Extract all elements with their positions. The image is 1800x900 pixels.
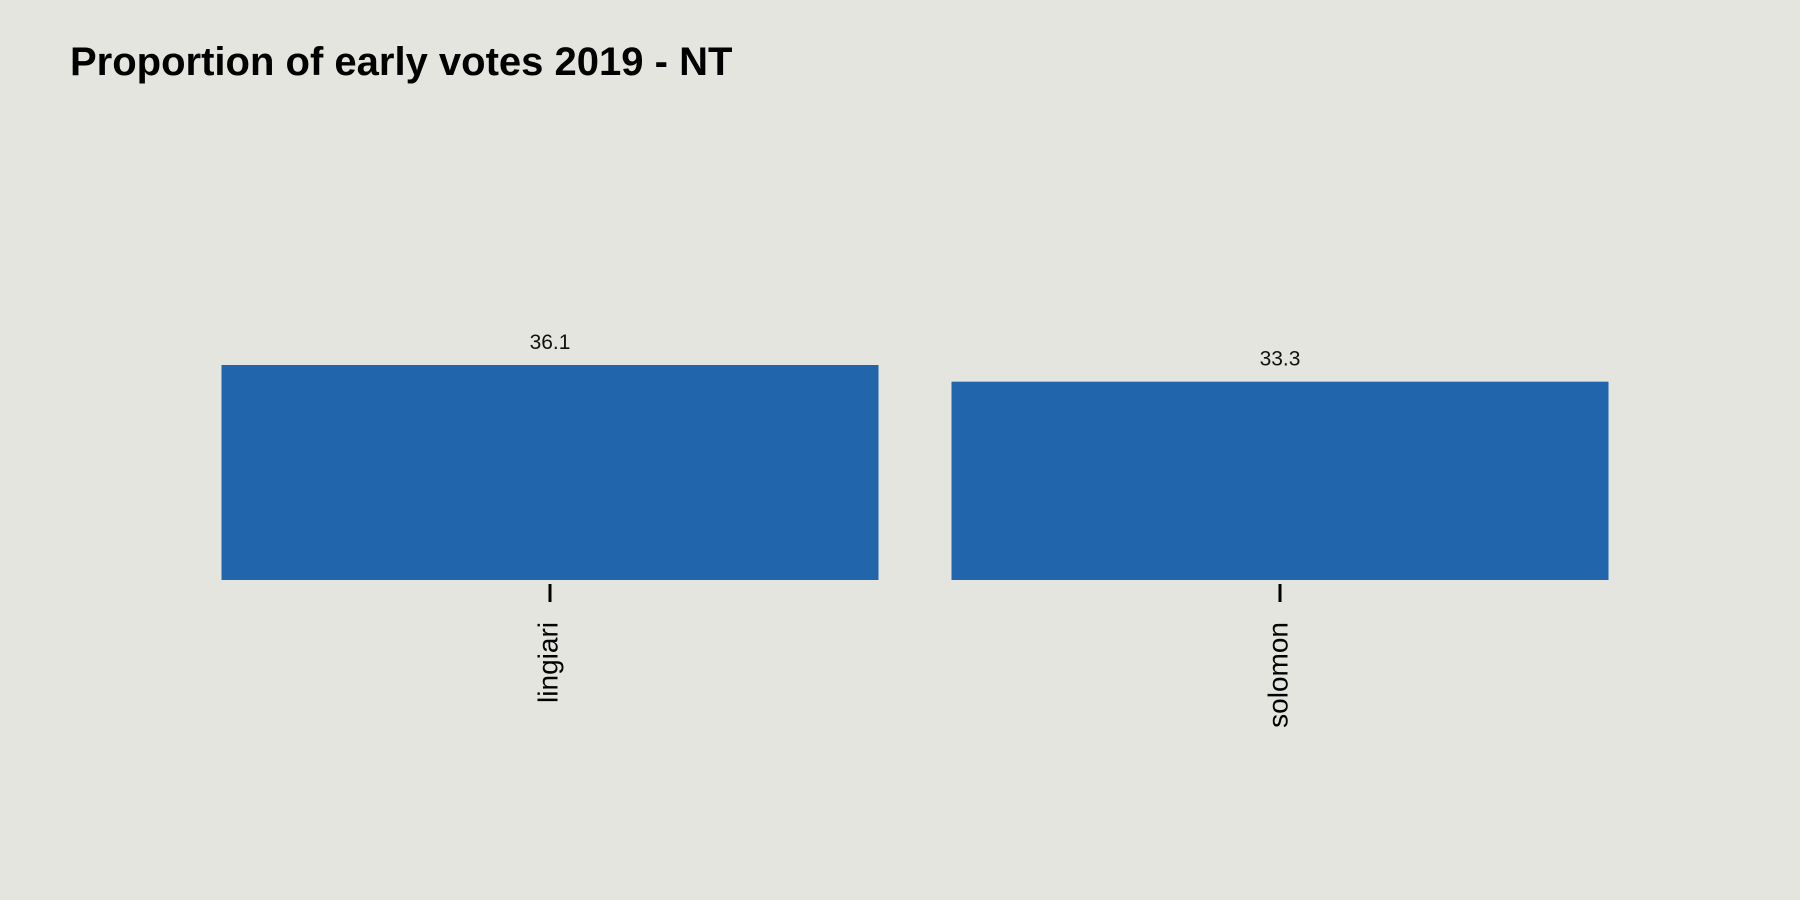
bar-value-label-solomon: 33.3 (1260, 348, 1301, 371)
chart-title: Proportion of early votes 2019 - NT (70, 40, 733, 84)
bar-value-label-lingiari: 36.1 (530, 331, 571, 354)
bar-lingiari (221, 365, 879, 580)
x-axis-tick-label-solomon: solomon (1262, 622, 1293, 728)
x-axis-tick-label-lingiari: lingiari (532, 622, 563, 703)
bar-solomon (951, 381, 1609, 580)
